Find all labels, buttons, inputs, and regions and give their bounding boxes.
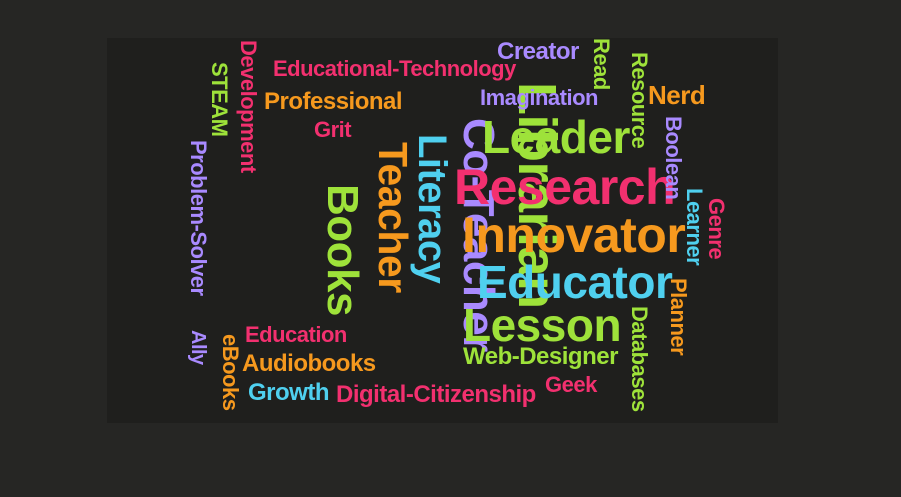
word-digital-citizenship: Digital-Citizenship	[336, 381, 536, 408]
word-professional: Professional	[264, 88, 403, 115]
word-boolean: Boolean	[661, 116, 686, 200]
word-literacy: Literacy	[410, 134, 454, 284]
word-growth: Growth	[248, 379, 330, 406]
word-databases: Databases	[627, 306, 652, 412]
word-resource: Resource	[627, 52, 652, 149]
word-nerd: Nerd	[648, 80, 706, 110]
word-lesson: Lesson	[463, 299, 622, 351]
word-creator: Creator	[497, 38, 579, 65]
word-leader: Leader	[482, 111, 630, 163]
word-cloud: Librarian Co-Teacher Literacy Teacher Bo…	[107, 38, 778, 423]
word-steam: STEAM	[207, 62, 232, 137]
word-ebooks: eBooks	[218, 334, 243, 411]
word-teacher: Teacher	[370, 142, 416, 293]
word-ally: Ally	[187, 330, 209, 365]
word-books: Books	[318, 184, 367, 316]
word-development: Development	[236, 40, 261, 173]
word-genre: Genre	[704, 198, 729, 260]
word-education: Education	[245, 322, 347, 347]
word-web-designer: Web-Designer	[463, 343, 618, 370]
word-learner: Learner	[682, 188, 707, 266]
word-imagination: Imagination	[480, 85, 598, 110]
word-educational-technology: Educational-Technology	[273, 56, 516, 81]
word-research: Research	[454, 159, 676, 215]
word-audiobooks: Audiobooks	[242, 350, 376, 377]
word-problem-solver: Problem-Solver	[186, 140, 211, 296]
word-geek: Geek	[545, 372, 597, 397]
word-educator: Educator	[477, 256, 673, 308]
word-grit: Grit	[314, 117, 352, 142]
word-planner: Planner	[666, 278, 691, 356]
word-read: Read	[589, 38, 614, 90]
word-innovator: Innovator	[462, 207, 686, 263]
